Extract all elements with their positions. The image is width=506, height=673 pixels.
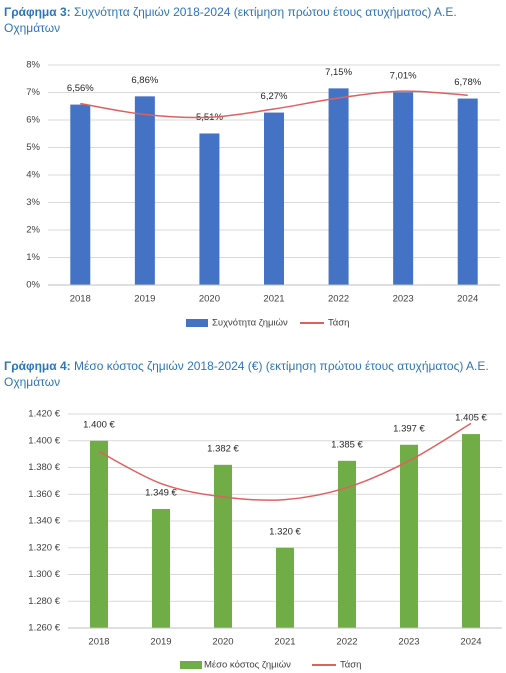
value-label: 6,27% xyxy=(261,91,288,102)
y-tick-label: 3% xyxy=(26,197,40,208)
y-tick-label: 1.380 € xyxy=(28,462,60,473)
bar xyxy=(214,464,232,628)
x-tick-label: 2019 xyxy=(150,637,171,648)
x-tick-label: 2024 xyxy=(460,637,481,648)
chart-title: Μέσο κόστος ζημιών 2018-2024 (€) (εκτίμη… xyxy=(4,359,489,389)
bar xyxy=(328,88,349,285)
bar xyxy=(90,440,108,628)
y-tick-label: 1.420 € xyxy=(28,409,60,420)
value-label: 1.320 € xyxy=(269,526,301,537)
x-tick-label: 2023 xyxy=(393,294,414,305)
value-label: 1.397 € xyxy=(393,423,425,434)
bar xyxy=(152,508,170,628)
value-label: 7,15% xyxy=(325,67,352,78)
value-label: 7,01% xyxy=(390,71,417,82)
legend-swatch xyxy=(180,661,202,669)
value-label: 6,78% xyxy=(454,77,481,88)
x-tick-label: 2018 xyxy=(88,637,109,648)
bar xyxy=(400,444,418,628)
value-label: 1.400 € xyxy=(83,419,115,430)
x-tick-label: 2020 xyxy=(212,637,233,648)
bar xyxy=(264,112,284,285)
caption-label: Γράφημα 3: xyxy=(4,5,71,19)
value-label: 6,56% xyxy=(67,83,94,94)
bar xyxy=(393,92,414,285)
bar xyxy=(134,96,155,285)
y-tick-label: 4% xyxy=(26,170,40,181)
x-tick-label: 2021 xyxy=(263,294,284,305)
x-tick-label: 2021 xyxy=(274,637,295,648)
legend-label: Συχνότητα ζημιών xyxy=(212,318,288,329)
value-label: 6,86% xyxy=(131,75,158,86)
caption: Γράφημα 4: Μέσο κόστος ζημιών 2018-2024 … xyxy=(4,358,502,390)
caption: Γράφημα 3: Συχνότητα ζημιών 2018-2024 (ε… xyxy=(4,4,502,36)
chart-title: Συχνότητα ζημιών 2018-2024 (εκτίμηση πρώ… xyxy=(4,5,457,35)
y-tick-label: 1.260 € xyxy=(28,623,60,634)
x-tick-label: 2022 xyxy=(328,294,349,305)
caption-label: Γράφημα 4: xyxy=(4,359,71,373)
y-tick-label: 1.360 € xyxy=(28,489,60,500)
y-tick-label: 0% xyxy=(26,280,40,291)
trend-line xyxy=(80,90,468,119)
x-tick-label: 2020 xyxy=(199,294,220,305)
y-tick-label: 1.300 € xyxy=(28,569,60,580)
bar xyxy=(462,434,480,628)
legend-swatch xyxy=(186,319,208,327)
x-tick-label: 2022 xyxy=(336,637,357,648)
bar xyxy=(338,460,356,628)
trend-line xyxy=(98,422,472,501)
legend-label: Μέσο κόστος ζημιών xyxy=(204,660,291,671)
bar xyxy=(457,98,478,285)
y-tick-label: 5% xyxy=(26,142,40,153)
bar xyxy=(199,133,220,285)
legend-label: Τάση xyxy=(328,318,349,329)
value-label: 1.382 € xyxy=(207,443,239,454)
x-tick-label: 2024 xyxy=(457,294,478,305)
y-tick-label: 8% xyxy=(26,60,40,71)
y-tick-label: 1% xyxy=(26,252,40,263)
bar xyxy=(70,104,91,285)
x-tick-label: 2019 xyxy=(134,294,155,305)
y-tick-label: 1.400 € xyxy=(28,435,60,446)
y-tick-label: 1.320 € xyxy=(28,542,60,553)
value-label: 1.349 € xyxy=(145,487,177,498)
legend-label: Τάση xyxy=(340,660,361,671)
x-tick-label: 2023 xyxy=(398,637,419,648)
bar xyxy=(276,547,294,628)
y-tick-label: 2% xyxy=(26,225,40,236)
value-label: 1.385 € xyxy=(331,439,363,450)
y-tick-label: 1.280 € xyxy=(28,596,60,607)
value-label: 1.405 € xyxy=(455,413,487,424)
y-tick-label: 6% xyxy=(26,115,40,126)
y-tick-label: 1.340 € xyxy=(28,516,60,527)
x-tick-label: 2018 xyxy=(70,294,91,305)
y-tick-label: 7% xyxy=(26,87,40,98)
